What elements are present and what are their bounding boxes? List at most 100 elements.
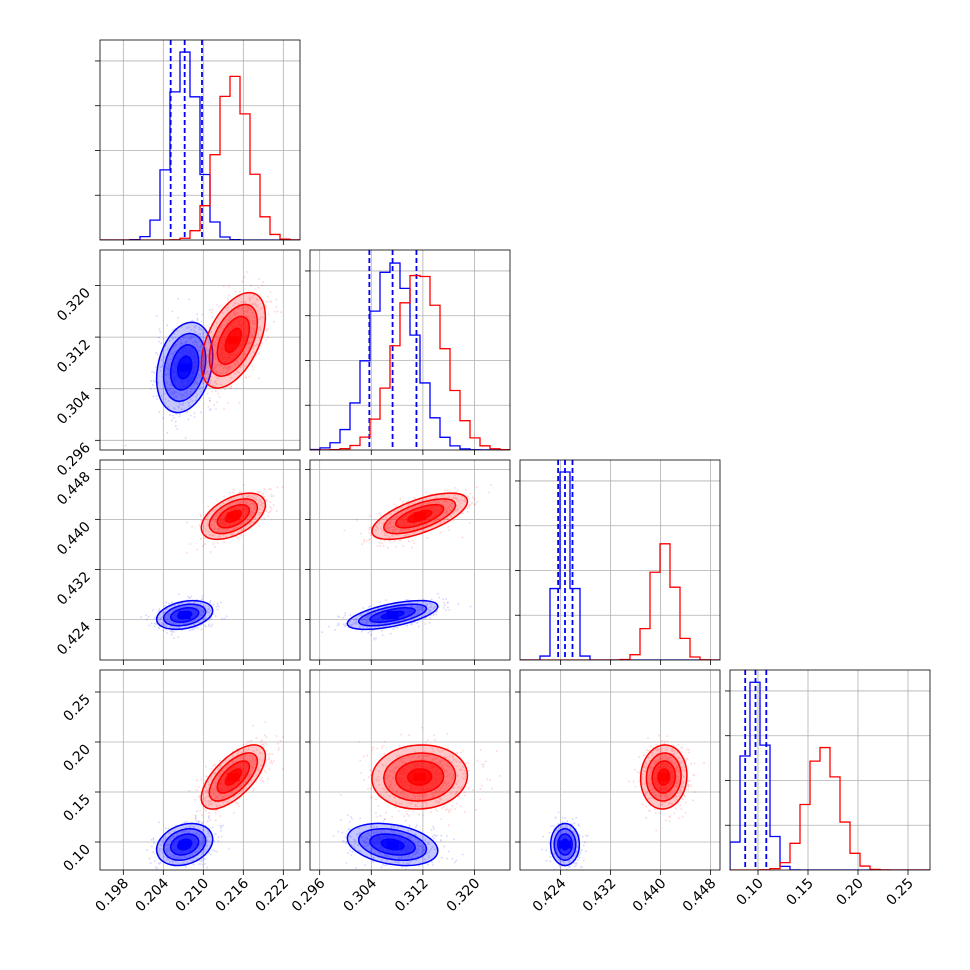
panel-1-0: 0.296 0.304 0.312 0.320 <box>54 249 301 480</box>
contour-line <box>346 599 439 631</box>
density-peak <box>227 336 240 345</box>
contour-line <box>645 752 682 802</box>
x-tick-label: 0.296 <box>289 875 329 915</box>
x-tick-label: 0.440 <box>630 876 670 916</box>
panel-frame <box>309 669 511 871</box>
contour-line <box>224 768 243 786</box>
panel-frame <box>99 39 301 241</box>
contour-line <box>162 603 207 627</box>
contour-line <box>357 827 428 861</box>
y-tick-label: 0.25 <box>60 692 93 725</box>
panel-background <box>100 460 300 660</box>
density-peak <box>227 773 240 781</box>
contour-line <box>560 838 570 851</box>
contour-line <box>155 822 214 867</box>
contour-line <box>169 344 200 391</box>
y-tick-label: 0.320 <box>54 285 94 325</box>
contour-line <box>371 744 469 810</box>
contour-line <box>380 610 405 620</box>
contour-line <box>383 498 457 535</box>
scatter-points <box>332 814 464 870</box>
contour-line <box>369 833 416 856</box>
contour-line <box>371 492 469 541</box>
contour-line <box>208 752 259 802</box>
panel-background <box>520 670 720 870</box>
contour-line <box>346 822 439 867</box>
x-tick-label: 0.312 <box>392 876 432 916</box>
contour-line <box>406 768 433 786</box>
density-peak <box>657 773 670 781</box>
x-tick-label: 0.210 <box>172 876 212 916</box>
scatter-points <box>186 271 282 410</box>
panel-3-3: 0.10 0.15 0.20 0.25 <box>725 669 931 909</box>
x-tick-label: 0.204 <box>132 875 172 915</box>
density-peak <box>227 512 240 521</box>
x-tick-label: 0.20 <box>833 876 866 909</box>
x-tick-label: 0.448 <box>680 876 720 916</box>
y-tick-label: 0.296 <box>54 440 94 480</box>
contour-line <box>155 599 214 631</box>
contour-line <box>176 610 193 620</box>
panel-frame <box>309 459 511 661</box>
contour-line <box>549 822 581 867</box>
x-tick-label: 0.25 <box>883 876 916 909</box>
y-tick-label: 0.20 <box>60 742 93 775</box>
contour-line <box>395 760 445 794</box>
density-peak <box>386 840 399 849</box>
y-tick-label: 0.304 <box>54 388 94 428</box>
panel-0-0 <box>95 39 301 245</box>
contour-line <box>200 492 267 541</box>
panel-frame <box>309 249 511 451</box>
x-tick-label: 0.432 <box>580 876 620 916</box>
contour-line <box>155 321 214 414</box>
x-tick-label: 0.222 <box>252 876 292 916</box>
contour-line <box>357 603 428 627</box>
contour-line <box>176 355 193 380</box>
y-tick-label: 0.15 <box>60 792 93 825</box>
panel-background <box>100 250 300 450</box>
panel-3-0: 0.198 0.204 0.210 0.216 0.222 0.10 0.15 0.20 0.2… <box>60 669 301 916</box>
contour-line <box>639 744 688 810</box>
contour-line <box>380 838 405 851</box>
contour-line <box>200 744 267 810</box>
x-tick-label: 0.15 <box>783 876 816 909</box>
panel-frame <box>519 669 721 871</box>
density-peak <box>178 611 191 619</box>
panel-2-2 <box>515 459 721 665</box>
panel-3-2: 0.424 0.432 0.440 0.448 <box>515 669 721 916</box>
y-tick-label: 0.432 <box>54 569 94 609</box>
contour-line <box>651 760 677 794</box>
panel-frame <box>729 669 931 871</box>
contour-line <box>383 752 457 802</box>
x-tick-label: 0.198 <box>92 876 132 916</box>
contour-line <box>216 503 251 529</box>
contour-line <box>200 291 267 389</box>
panel-frame <box>99 669 301 871</box>
contour-line <box>553 828 577 861</box>
contour-line <box>657 768 671 786</box>
density-peak <box>413 512 426 521</box>
contour-line <box>208 498 259 535</box>
contour-line <box>224 509 243 523</box>
density-peak <box>178 840 191 849</box>
contour-line <box>369 607 416 623</box>
contour-line <box>169 607 200 623</box>
contour-line <box>176 838 193 851</box>
contour-line <box>169 833 200 856</box>
contour-line <box>208 303 259 377</box>
panel-frame <box>99 459 301 661</box>
density-peak <box>413 773 426 781</box>
panel-frame <box>99 249 301 451</box>
y-tick-label: 0.312 <box>54 337 94 377</box>
x-tick-label: 0.216 <box>212 875 252 915</box>
y-tick-label: 0.440 <box>54 519 94 559</box>
histogram <box>310 274 510 450</box>
density-peak <box>178 363 191 372</box>
panel-1-1 <box>305 249 511 455</box>
density-peak <box>559 840 571 849</box>
contour-line <box>395 503 445 529</box>
contour-line <box>162 332 207 403</box>
contour-line <box>406 509 433 523</box>
density-peak <box>386 611 399 619</box>
